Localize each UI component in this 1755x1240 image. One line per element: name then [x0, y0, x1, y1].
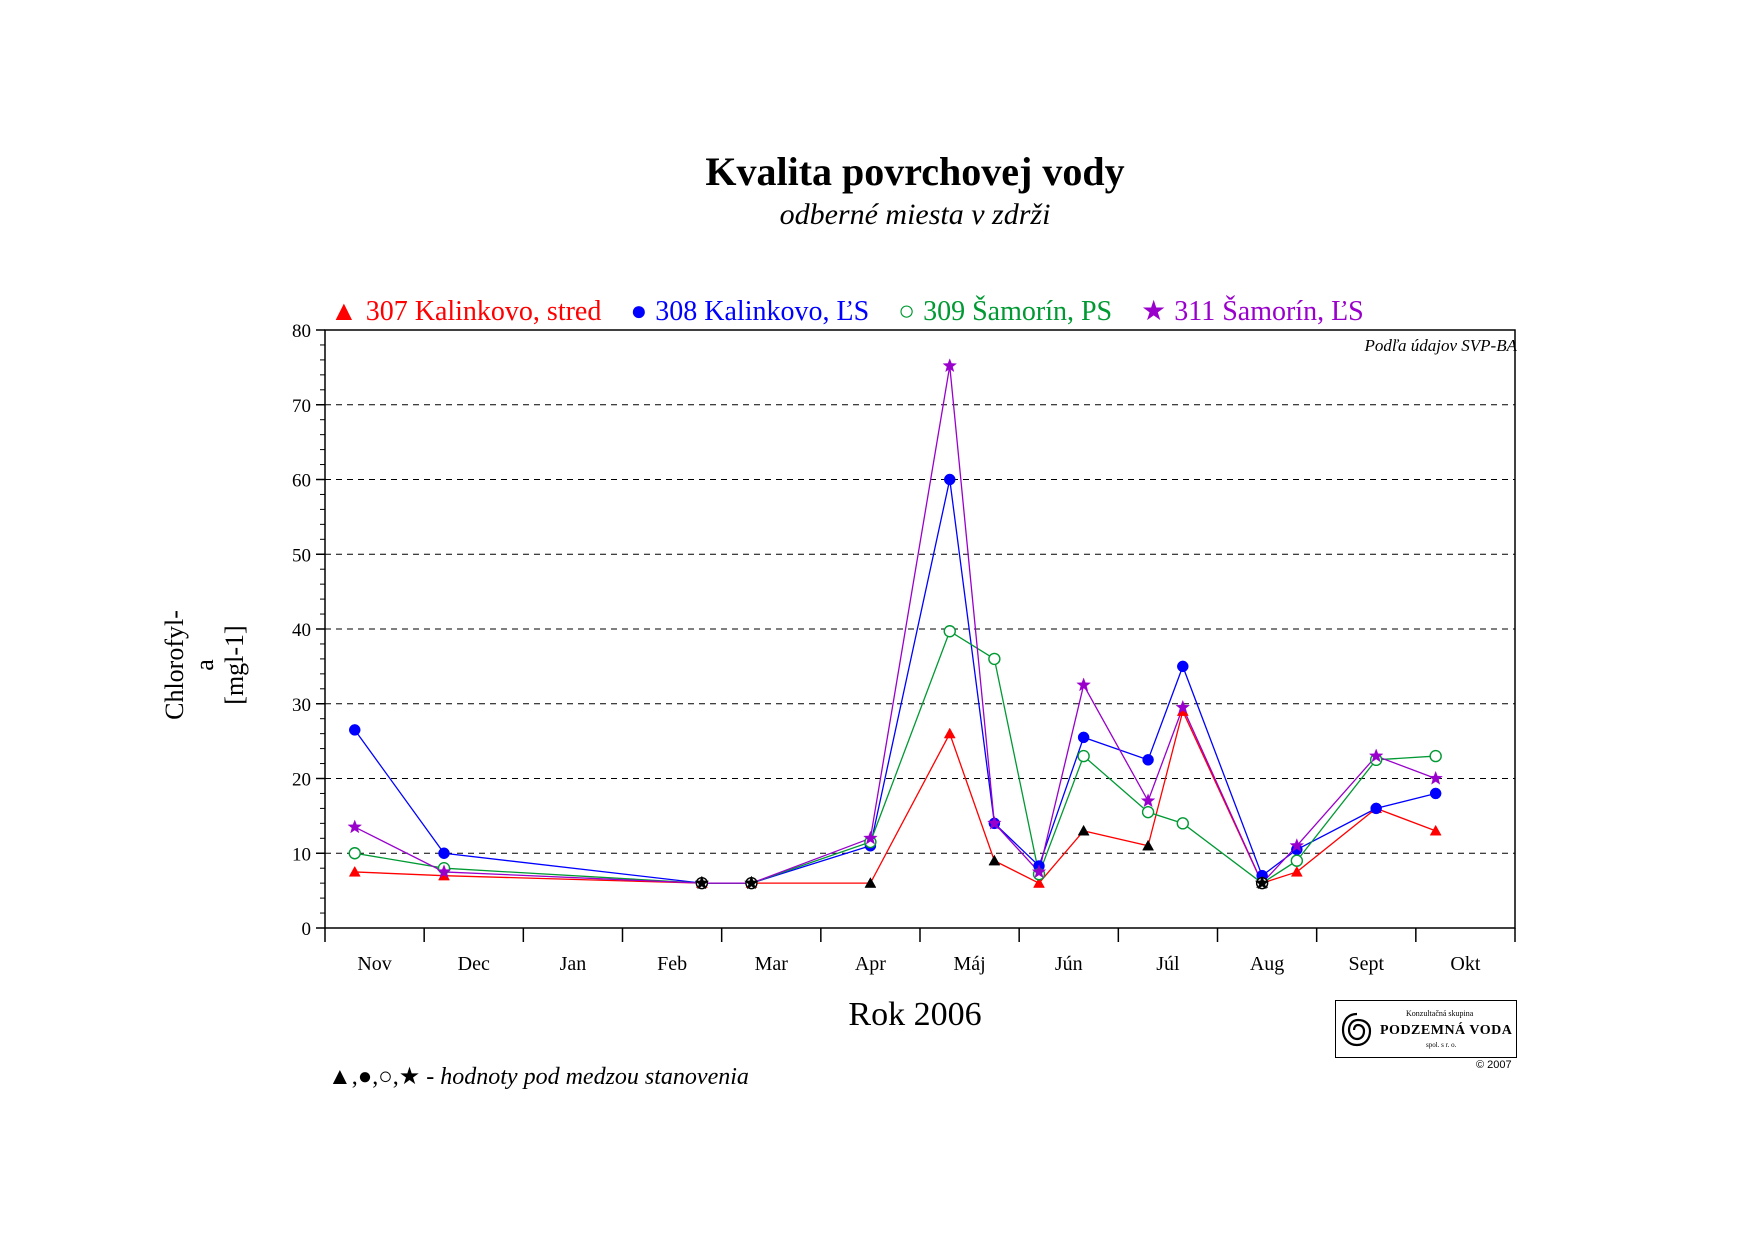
data-point-307	[864, 877, 877, 888]
data-point-309	[348, 847, 361, 860]
series-line-309	[354, 630, 1436, 884]
logo-spiral-icon	[1341, 1012, 1372, 1047]
data-point-311	[347, 819, 362, 834]
data-point-307	[1290, 865, 1303, 877]
y-tick-label: 80	[292, 321, 311, 342]
data-point-311	[1175, 699, 1190, 714]
data-point-307	[1033, 877, 1045, 888]
data-point-311	[1031, 864, 1047, 879]
logo-top-text: Konzultačná skupina	[1406, 1009, 1474, 1018]
x-tick-label: Okt	[1450, 953, 1480, 975]
copyright-text: © 2007	[1476, 1059, 1512, 1071]
legend-item-308: ● 308 Kalinkovo, ĽS	[630, 296, 869, 328]
logo-main-text: PODZEMNÁ VODA	[1380, 1023, 1513, 1038]
data-point-309	[943, 625, 956, 638]
x-tick-label: Jan	[560, 953, 587, 975]
data-point-311	[1428, 770, 1443, 785]
y-tick-label: 0	[302, 919, 312, 940]
data-point-311	[1140, 793, 1156, 808]
x-tick-label: Sept	[1348, 953, 1384, 975]
logo-bottom-text: spol. s r. o.	[1426, 1041, 1457, 1049]
data-point-311	[436, 864, 452, 879]
footnote-symbols: ▲,●,○,★	[328, 1064, 421, 1090]
legend-label-308: 308 Kalinkovo, ĽS	[655, 296, 870, 327]
data-point-311	[942, 358, 957, 373]
x-tick-label: Jún	[1055, 953, 1083, 975]
legend-label-307: 307 Kalinkovo, stred	[365, 296, 602, 327]
data-point-311	[863, 830, 878, 845]
data-point-308	[1077, 731, 1090, 744]
chart-subtitle: odberné miesta v zdrži	[779, 198, 1051, 231]
y-tick-label: 10	[292, 844, 311, 865]
data-point-309	[988, 652, 1001, 666]
x-tick-label: Aug	[1250, 953, 1284, 975]
legend-label-309: 309 Šamorín, PS	[923, 296, 1113, 327]
legend-item-307: ▲ 307 Kalinkovo, stred	[330, 296, 601, 328]
x-tick-label: Nov	[357, 953, 391, 975]
x-tick-label: Máj	[953, 953, 985, 975]
data-point-309	[1290, 854, 1304, 867]
data-point-311	[744, 875, 759, 890]
data-point-311	[694, 875, 710, 890]
legend-item-311: ★ 311 Šamorín, ĽS	[1141, 294, 1364, 328]
data-point-311	[987, 815, 1002, 830]
footnote-text: - hodnoty pod medzou stanovenia	[420, 1064, 749, 1090]
data-point-308	[1177, 660, 1189, 673]
data-point-309	[1176, 817, 1189, 830]
data-point-308	[349, 724, 361, 736]
y-tick-label: 40	[292, 620, 311, 641]
star-marker-icon: ★	[1141, 296, 1167, 327]
data-point-309	[1141, 805, 1155, 819]
x-tick-label: Feb	[657, 953, 687, 975]
x-tick-label: Júl	[1156, 953, 1180, 975]
data-point-307	[1429, 824, 1442, 836]
y-tick-label: 30	[292, 695, 311, 716]
data-point-309	[1077, 749, 1090, 763]
open-circle-marker-icon: ○	[898, 296, 916, 327]
x-tick-label: Dec	[458, 953, 490, 975]
data-point-308	[1429, 787, 1442, 800]
y-tick-label: 50	[292, 545, 311, 566]
triangle-marker-icon: ▲	[330, 296, 358, 327]
data-point-308	[944, 473, 956, 486]
legend-item-309: ○ 309 Šamorín, PS	[898, 296, 1112, 328]
data-point-307	[1077, 824, 1090, 836]
data-point-311	[1076, 677, 1091, 692]
data-source-note: Podľa údajov SVP-BA	[1364, 336, 1517, 355]
y-tick-label: 60	[292, 471, 311, 492]
company-logo: Konzultačná skupina PODZEMNÁ VODA spol. …	[1335, 1000, 1517, 1058]
data-point-309	[1429, 749, 1442, 763]
data-point-307	[1142, 839, 1155, 851]
y-tick-label: 70	[292, 396, 311, 417]
data-point-308	[438, 847, 450, 859]
data-point-307	[988, 854, 1001, 866]
chart-title: Kvalita povrchovej vody	[705, 149, 1125, 194]
legend-label-311: 311 Šamorín, ĽS	[1174, 296, 1364, 327]
legend: ▲ 307 Kalinkovo, stred ● 308 Kalinkovo, ĽS…	[330, 294, 1386, 328]
footnote: ▲,●,○,★ - hodnoty pod medzou stanovenia	[328, 1062, 749, 1091]
data-point-307	[348, 865, 361, 877]
x-tick-label: Mar	[755, 953, 789, 975]
data-point-308	[1142, 754, 1154, 766]
series-line-307	[354, 709, 1436, 884]
data-point-311	[1289, 838, 1305, 852]
series-line-308	[354, 479, 1436, 884]
data-point-311	[1254, 875, 1270, 890]
data-point-308	[1370, 802, 1382, 815]
circle-marker-icon: ●	[630, 296, 648, 327]
x-tick-label: Apr	[855, 953, 886, 975]
data-point-311	[1368, 748, 1384, 763]
y-tick-label: 20	[292, 770, 311, 791]
series-line-311	[354, 365, 1436, 885]
x-axis-label: Rok 2006	[848, 996, 982, 1033]
data-point-307	[943, 727, 956, 739]
